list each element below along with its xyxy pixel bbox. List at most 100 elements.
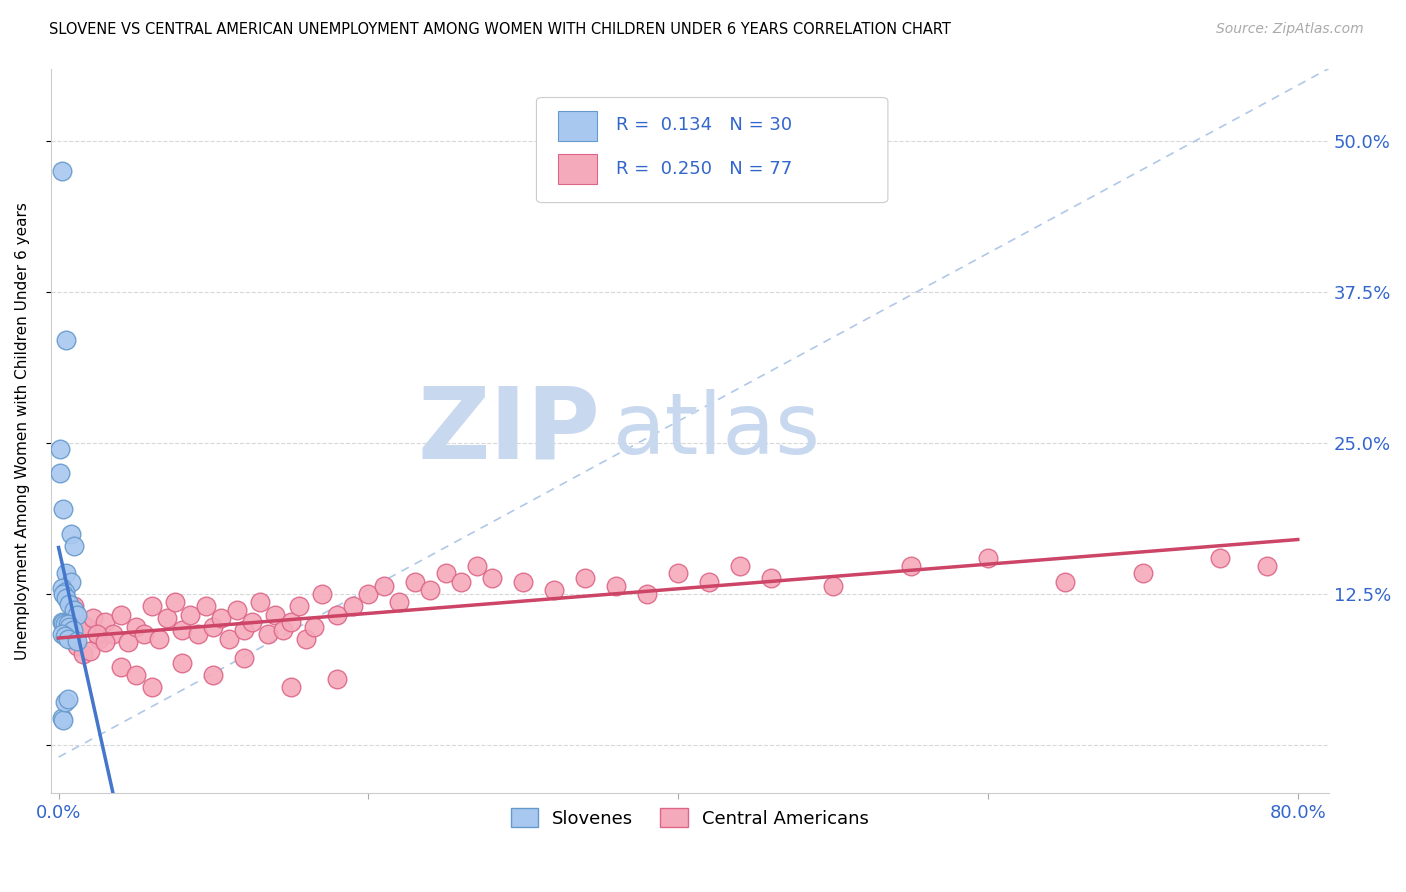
Point [125,620,148,634]
Point [311,587,333,601]
Point [1256,559,1278,574]
Point [419,583,441,598]
Point [450,574,472,589]
Point [53,694,76,708]
Point [202,620,225,634]
Point [110,659,132,673]
Point [543,583,565,598]
Point [87,632,110,646]
Point [141,599,163,613]
Point [404,574,426,589]
Point [79,644,101,658]
Point [66,634,89,648]
Point [233,651,256,665]
Point [72,648,94,662]
Point [51,627,73,641]
Y-axis label: Unemployment Among Women with Children Under 6 years: Unemployment Among Women with Children U… [15,202,30,660]
Point [125,668,148,682]
Point [233,624,256,638]
Point [900,559,922,574]
Point [326,607,349,622]
Point [295,632,318,646]
Point [51,164,73,178]
Point [62,624,84,638]
Point [636,587,658,601]
Point [86,627,108,641]
Point [52,502,75,516]
Point [218,632,240,646]
Point [63,599,86,613]
Point [342,599,364,613]
Point [256,627,278,641]
Point [141,680,163,694]
Point [977,550,1000,565]
Point [58,620,80,634]
Point [117,635,139,649]
Text: ZIP: ZIP [418,383,600,479]
Point [574,571,596,585]
Point [240,615,263,629]
Point [55,566,77,581]
Point [52,587,75,601]
Point [302,620,325,634]
Point [172,624,194,638]
Point [51,711,73,725]
Point [52,615,75,630]
Point [194,599,217,613]
Point [56,617,79,632]
Point [481,571,503,585]
Point [728,559,751,574]
FancyBboxPatch shape [558,111,596,141]
Point [1209,550,1232,565]
Point [59,574,82,589]
Point [59,632,82,646]
Point [373,578,395,592]
Point [53,629,76,643]
Point [280,615,302,629]
Point [53,584,76,599]
FancyBboxPatch shape [558,154,596,185]
Point [179,607,201,622]
Point [264,607,287,622]
FancyBboxPatch shape [537,97,887,202]
Text: atlas: atlas [613,390,821,473]
Point [209,611,232,625]
Text: SLOVENE VS CENTRAL AMERICAN UNEMPLOYMENT AMONG WOMEN WITH CHILDREN UNDER 6 YEARS: SLOVENE VS CENTRAL AMERICAN UNEMPLOYMENT… [49,22,950,37]
Point [75,620,97,634]
Point [110,607,132,622]
Point [49,442,72,456]
Point [101,627,124,641]
Point [1132,566,1154,581]
Point [1054,574,1077,589]
Point [55,334,77,348]
Text: R =  0.250   N = 77: R = 0.250 N = 77 [616,160,792,178]
Point [280,680,302,694]
Text: R =  0.134   N = 30: R = 0.134 N = 30 [616,116,792,134]
Point [187,627,209,641]
Legend: Slovenes, Central Americans: Slovenes, Central Americans [503,801,876,835]
Point [56,692,79,706]
Point [697,574,720,589]
Point [53,617,76,632]
Point [55,591,77,605]
Point [156,611,179,625]
Point [759,571,782,585]
Point [287,599,309,613]
Point [94,615,117,629]
Point [148,632,170,646]
Point [357,587,380,601]
Point [163,595,186,609]
Point [58,597,80,611]
Point [512,574,534,589]
Point [52,713,75,727]
Point [271,624,294,638]
Point [465,559,488,574]
Point [70,617,93,632]
Point [66,639,89,653]
Point [326,672,349,686]
Point [434,566,457,581]
Point [51,615,73,629]
Point [53,617,76,632]
Point [49,467,72,481]
Point [63,539,86,553]
